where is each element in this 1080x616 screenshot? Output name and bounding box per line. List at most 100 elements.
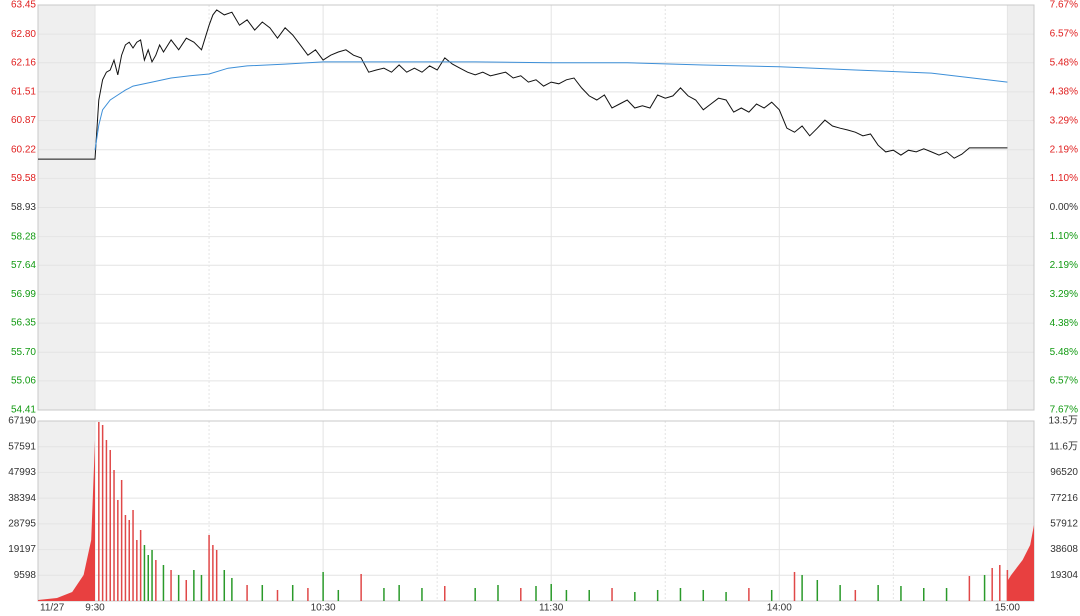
volume-bar (983, 574, 986, 601)
volume-bar (212, 545, 214, 601)
y-tick-label: 54.41 (11, 405, 36, 416)
y-tick-label: 60.87 (11, 115, 36, 126)
y2-tick-label: 1.10% (1050, 173, 1078, 184)
volume-bar (261, 585, 264, 601)
volume-bar (276, 589, 279, 601)
volume-bar (185, 579, 188, 601)
x-tick-label: 9:30 (85, 603, 105, 614)
volume-bar (793, 571, 796, 601)
y-tick-label: 62.80 (11, 29, 36, 40)
volume-bar (132, 509, 134, 601)
y-tick-label: 67190 (8, 416, 36, 427)
y2-tick-label: 96520 (1050, 467, 1078, 478)
volume-bar (155, 560, 157, 601)
volume-bar (120, 479, 123, 601)
volume-bar (246, 585, 248, 601)
y-tick-label: 38394 (8, 493, 36, 504)
y2-tick-label: 6.57% (1050, 29, 1078, 40)
volume-bar (170, 570, 172, 601)
y2-tick-label: 19304 (1050, 570, 1078, 581)
volume-bar (109, 449, 111, 601)
y-tick-label: 60.22 (11, 144, 36, 155)
y2-tick-label: 13.5万 (1049, 416, 1078, 427)
volume-bar (101, 424, 104, 601)
volume-bar (291, 585, 294, 601)
y-tick-label: 56.99 (11, 289, 36, 300)
volume-bar (223, 570, 226, 601)
y-tick-label: 58.28 (11, 231, 36, 242)
volume-bar (128, 519, 130, 601)
x-tick-label: 11/27 (40, 603, 65, 614)
y-tick-label: 28795 (8, 518, 36, 529)
y2-tick-label: 6.57% (1050, 376, 1078, 387)
y-tick-label: 47993 (8, 467, 36, 478)
volume-bar (208, 534, 210, 601)
volume-bar (520, 588, 522, 601)
volume-bar (147, 555, 149, 601)
volume-bar (877, 585, 879, 601)
volume-bar (588, 589, 590, 601)
volume-bar (854, 589, 857, 601)
volume-bar (177, 574, 180, 601)
volume-bar (968, 576, 971, 601)
volume-bar (113, 469, 115, 601)
volume-bar (143, 545, 146, 601)
volume-bar (421, 588, 423, 601)
y2-tick-label: 7.67% (1050, 0, 1078, 11)
volume-bar (535, 585, 537, 601)
volume-bar (702, 589, 705, 601)
volume-bar (770, 589, 773, 601)
volume-bar (611, 588, 613, 601)
plot-frame (37, 4, 1035, 411)
volume-bar (816, 579, 819, 601)
y2-tick-label: 3.29% (1050, 115, 1078, 126)
volume-bar (679, 588, 682, 601)
volume-bar (360, 573, 362, 601)
x-tick-label: 10:30 (311, 603, 336, 614)
volume-bar (98, 421, 100, 601)
price-line (94, 61, 1008, 151)
volume-bar (231, 577, 233, 601)
volume-bar (105, 439, 108, 601)
volume-bar (634, 591, 636, 601)
volume-bar (923, 588, 925, 601)
volume-bar (945, 588, 948, 601)
y-tick-label: 55.70 (11, 347, 36, 358)
y2-tick-label: 2.19% (1050, 260, 1078, 271)
x-tick-label: 11:30 (539, 603, 564, 614)
x-tick-label: 14:00 (767, 603, 792, 614)
volume-bar (801, 574, 803, 601)
volume-bar (839, 585, 841, 601)
volume-bar (200, 574, 203, 601)
volume-bar (497, 585, 499, 601)
volume-bar (725, 591, 727, 601)
volume-bar (117, 500, 119, 601)
y-tick-label: 57.64 (11, 260, 36, 271)
volume-bar (900, 585, 902, 601)
y2-tick-label: 57912 (1050, 518, 1078, 529)
volume-bar (398, 585, 400, 601)
volume-bar (748, 588, 750, 601)
y-tick-label: 9598 (14, 570, 37, 581)
volume-bar (474, 588, 476, 601)
volume-bar (124, 515, 127, 601)
y2-tick-label: 0.00% (1050, 202, 1078, 213)
y2-tick-label: 7.67% (1050, 405, 1078, 416)
volume-bar (1006, 570, 1009, 601)
price-line (38, 9, 1008, 160)
y2-tick-label: 11.6万 (1049, 441, 1078, 452)
volume-bar (550, 583, 552, 601)
volume-bar (656, 589, 659, 601)
volume-bar (193, 570, 195, 601)
plot-frame (37, 420, 1035, 602)
volume-bar (444, 585, 446, 601)
y2-tick-label: 38608 (1050, 544, 1078, 555)
y-tick-label: 59.58 (11, 173, 36, 184)
volume-bar (139, 530, 142, 601)
y2-tick-label: 4.38% (1050, 318, 1078, 329)
volume-bar (322, 571, 324, 601)
volume-bar (151, 549, 153, 601)
y2-tick-label: 77216 (1050, 493, 1078, 504)
y-tick-label: 57591 (8, 441, 36, 452)
